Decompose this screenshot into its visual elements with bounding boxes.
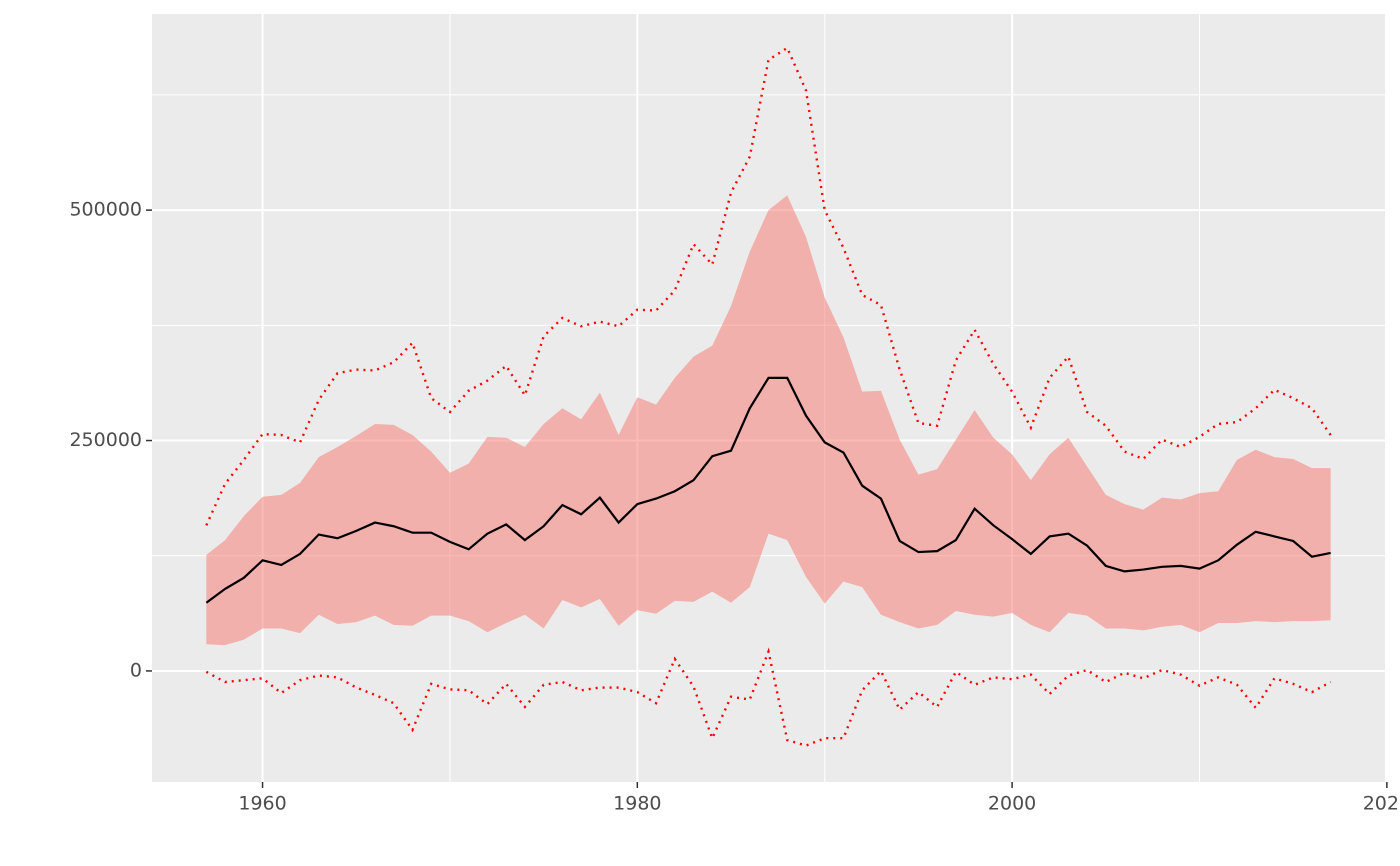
line bbox=[205, 376, 1331, 604]
dotted-line bbox=[205, 647, 1332, 747]
y-tick-label: 250000 bbox=[69, 429, 142, 451]
y-tick-label: 500000 bbox=[69, 199, 142, 221]
x-tick-label: 1960 bbox=[238, 793, 286, 815]
x-tick-label: 2020 bbox=[1363, 793, 1400, 815]
x-tick-label: 2000 bbox=[988, 793, 1036, 815]
x-tick-label: 1980 bbox=[613, 793, 661, 815]
y-tick-label: 0 bbox=[130, 659, 142, 681]
